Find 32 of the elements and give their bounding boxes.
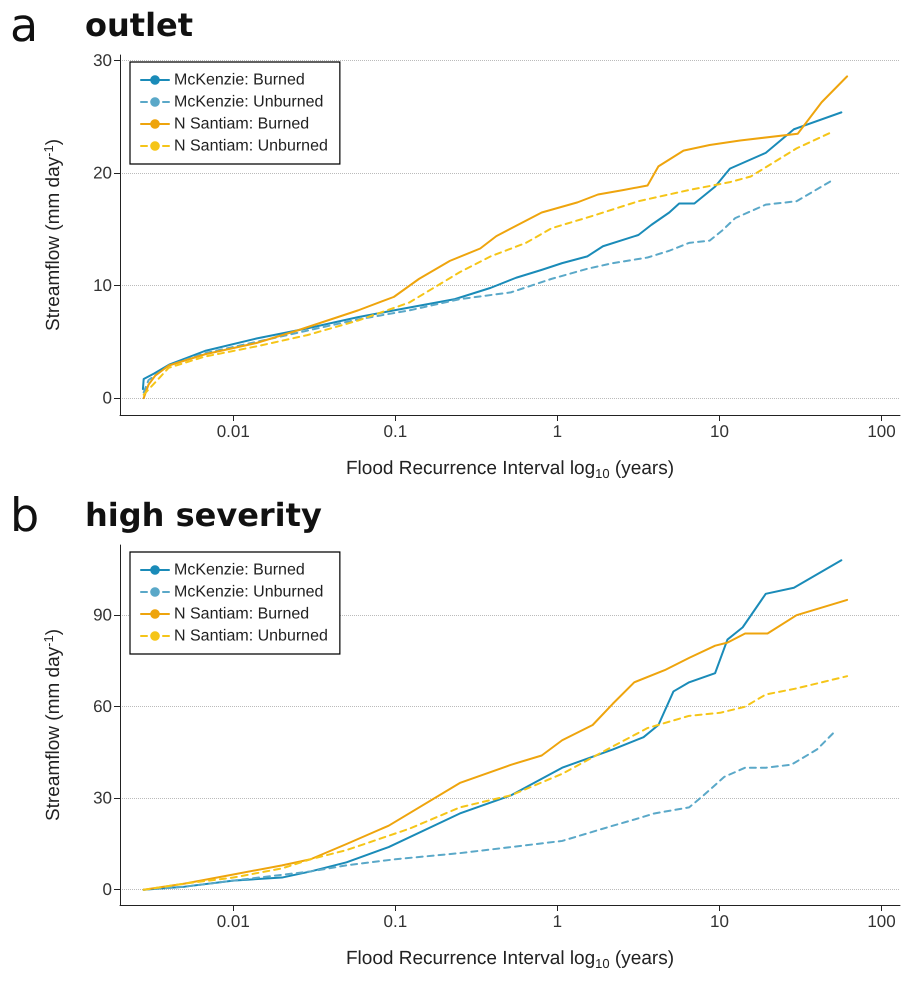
y-tick-label: 30 bbox=[93, 51, 112, 70]
legend-label: McKenzie: Burned bbox=[174, 72, 305, 88]
x-tick-label: 100 bbox=[867, 912, 896, 931]
text: a bbox=[10, 0, 38, 52]
legend-label: N Santiam: Burned bbox=[174, 116, 310, 132]
y-axis-title: Streamflow (mm day-1) bbox=[41, 628, 64, 822]
text: b bbox=[10, 488, 40, 542]
x-tick-label: 1 bbox=[552, 912, 562, 931]
legend-label: N Santiam: Burned bbox=[174, 606, 310, 622]
chart-title: outlet bbox=[85, 6, 194, 44]
legend-label: McKenzie: Unburned bbox=[174, 584, 324, 600]
chart-title: high severity bbox=[85, 496, 322, 534]
y-tick-label: 0 bbox=[102, 880, 112, 900]
x-tick-label: 0.1 bbox=[384, 422, 408, 441]
legend-label: N Santiam: Unburned bbox=[174, 138, 328, 154]
y-tick-label: 90 bbox=[93, 606, 112, 625]
y-tick-label: 20 bbox=[93, 164, 112, 183]
x-tick-label: 0.01 bbox=[216, 912, 250, 931]
y-tick-label: 10 bbox=[93, 276, 112, 296]
y-tick-label: 60 bbox=[93, 697, 112, 716]
legend-label: McKenzie: Unburned bbox=[174, 94, 324, 110]
legend-label: McKenzie: Burned bbox=[174, 562, 305, 578]
x-tick-label: 100 bbox=[867, 422, 896, 441]
legend-label: N Santiam: Unburned bbox=[174, 628, 328, 644]
y-tick-label: 30 bbox=[93, 788, 112, 808]
y-axis-title: Streamflow (mm day-1) bbox=[41, 138, 64, 332]
x-tick-label: 1 bbox=[552, 422, 562, 441]
x-tick-label: 0.01 bbox=[216, 422, 250, 441]
x-tick-label: 10 bbox=[710, 912, 729, 931]
y-tick-label: 0 bbox=[102, 388, 112, 408]
x-tick-label: 0.1 bbox=[384, 912, 408, 931]
x-tick-label: 10 bbox=[710, 422, 729, 441]
